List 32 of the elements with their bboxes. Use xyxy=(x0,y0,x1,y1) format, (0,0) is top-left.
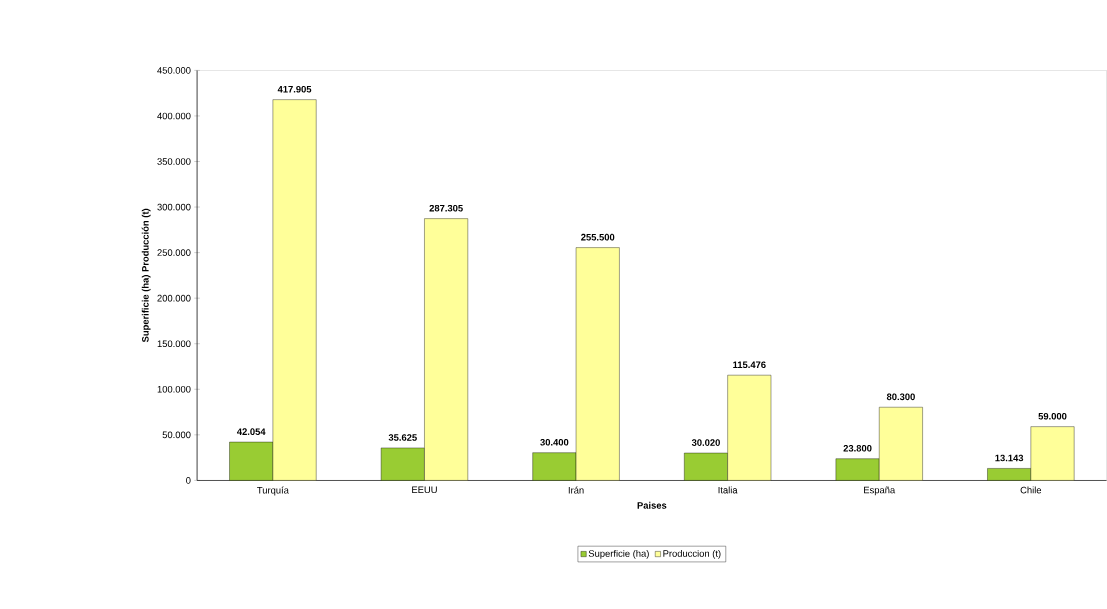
x-tick-label: Turquía xyxy=(257,486,289,496)
data-label: 287.305 xyxy=(429,204,463,212)
y-tick-label: 0 xyxy=(186,477,191,484)
y-tick-label: 400.000 xyxy=(157,112,191,120)
x-tick-label: EEUU xyxy=(412,486,437,494)
x-axis-title: Paises xyxy=(637,501,667,509)
data-label: 417.905 xyxy=(277,85,312,93)
x-tick-label: Irán xyxy=(568,486,584,494)
y-tick-label: 300.000 xyxy=(157,203,191,211)
data-label: 115.476 xyxy=(733,361,766,369)
data-label: 13.143 xyxy=(995,454,1024,462)
y-axis-title: Superificie (ha) Producción (t) xyxy=(141,208,151,343)
y-tick-label: 350.000 xyxy=(157,158,191,165)
data-label: 30.020 xyxy=(691,439,720,447)
y-tick-label: 250.000 xyxy=(157,249,191,256)
y-tick-label: 50.000 xyxy=(162,431,191,439)
data-label: 42.054 xyxy=(236,428,266,436)
y-tick-label: 100.000 xyxy=(157,386,191,393)
y-tick-label: 150.000 xyxy=(157,340,191,348)
x-tick-label: Italia xyxy=(718,486,738,494)
y-tick-label: 450.000 xyxy=(157,67,191,74)
x-tick-label: España xyxy=(864,486,896,496)
legend-label: Produccion (t) xyxy=(663,550,721,559)
data-label: 59.000 xyxy=(1038,412,1067,420)
x-tick-label: Chile xyxy=(1020,486,1042,494)
data-label: 30.400 xyxy=(540,439,569,446)
data-label: 35.625 xyxy=(388,434,417,441)
y-tick-label: 200.000 xyxy=(157,294,191,302)
data-label: 255.500 xyxy=(581,233,615,241)
data-label: 23.800 xyxy=(843,445,872,452)
legend-label: Superficie (ha) xyxy=(588,550,649,559)
data-label: 80.300 xyxy=(886,393,915,401)
